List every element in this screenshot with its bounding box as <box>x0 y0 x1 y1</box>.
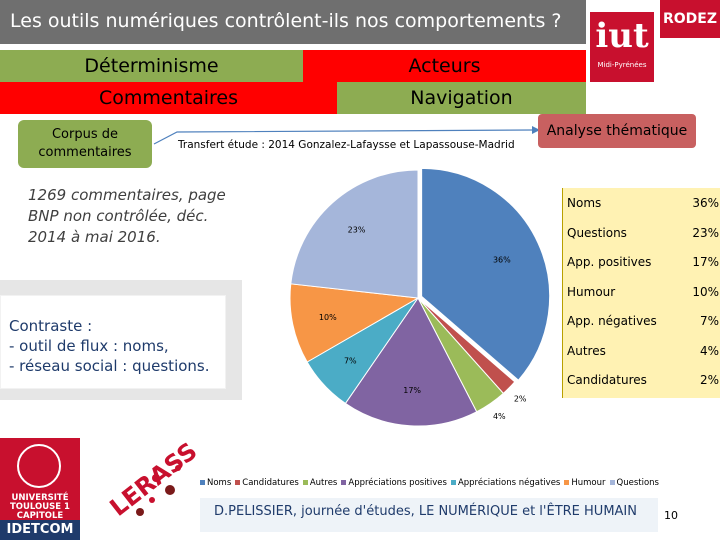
analyse-box: Analyse thématique <box>538 114 696 148</box>
legend-label: Noms <box>207 478 232 488</box>
iut-logo: iut Midi-Pyrénées <box>590 12 654 82</box>
contraste-line-1: - outil de flux : noms, <box>9 337 169 355</box>
contraste-title: Contraste : <box>9 317 93 335</box>
table-row: Autres 4% <box>563 336 720 365</box>
idetcom-logo: IDETCOM <box>0 520 80 540</box>
pie-slice-label-6: 23% <box>348 225 366 234</box>
table-row: App. négatives 7% <box>563 306 720 335</box>
table-row: Questions 23% <box>563 218 720 247</box>
title-bar <box>0 0 586 44</box>
legend-item: Questions <box>609 478 659 488</box>
transfert-label: Transfert étude : 2014 Gonzalez-Lafaysse… <box>178 139 515 151</box>
table-row-value: 23% <box>692 225 719 240</box>
iut-logo-subtitle: Midi-Pyrénées <box>597 61 647 69</box>
legend-label: Appréciations positives <box>348 478 447 488</box>
logo-corner: RODEZ <box>660 0 720 38</box>
table-row-value: 10% <box>692 284 719 299</box>
data-table: Noms 36% Questions 23% App. positives 17% Humo… <box>562 188 720 398</box>
table-row-label: App. négatives <box>567 314 657 328</box>
lerass-logo-text: LERASS <box>105 438 196 522</box>
table-row-value: 36% <box>692 196 719 210</box>
legend-label: Questions <box>616 478 659 488</box>
table-row-value: 7% <box>699 314 719 328</box>
legend-item: Humour <box>564 478 606 488</box>
table-row: App. positives 17% <box>563 247 720 276</box>
table-row-label: App. positives <box>567 255 652 269</box>
table-row-label: Humour <box>567 284 616 299</box>
legend-item: Autres <box>302 478 338 488</box>
chart-legend: Noms Candidatures Autres Appréciations posi… <box>200 478 659 488</box>
pie-slice-label-2: 4% <box>493 412 506 421</box>
legend-item: Appréciations positives <box>341 478 447 488</box>
table-row-label: Candidatures <box>567 373 647 387</box>
footer-bar <box>200 498 658 532</box>
legend-swatch <box>609 480 615 485</box>
tab-commentaires: Commentaires <box>0 82 337 114</box>
legend-swatch <box>200 480 205 485</box>
contraste-note: Contraste : - outil de flux : noms, - ré… <box>0 295 226 389</box>
legend-swatch <box>564 480 570 485</box>
corpus-box: Corpus de commentaires <box>18 120 152 168</box>
tab-acteurs: Acteurs <box>303 50 586 82</box>
legend-item: Appréciations négatives <box>450 478 561 488</box>
pie-slice-label-0: 36% <box>493 256 511 265</box>
table-row: Candidatures 2% <box>563 365 720 394</box>
table-row-label: Noms <box>567 196 602 210</box>
pie-slice-5 <box>290 283 420 363</box>
pie-slice-label-5: 10% <box>319 313 337 322</box>
table-row-label: Questions <box>567 225 627 240</box>
legend-item: Noms <box>200 478 231 488</box>
legend-label: Humour <box>571 478 606 488</box>
table-row-value: 2% <box>699 373 719 387</box>
table-row-value: 17% <box>692 255 719 269</box>
page-number: 10 <box>664 509 678 522</box>
pie-slice-label-4: 7% <box>344 357 357 366</box>
legend-item: Candidatures <box>235 478 299 488</box>
legend-label: Appréciations négatives <box>457 478 561 488</box>
pie-slice-label-1: 2% <box>514 395 527 404</box>
flow-arrow <box>153 126 540 145</box>
tab-determinisme: Déterminisme <box>0 50 303 82</box>
legend-swatch <box>235 480 241 485</box>
tab-navigation: Navigation <box>337 82 586 114</box>
slide-title: Les outils numériques contrôlent-ils nos… <box>10 10 562 32</box>
footer-credit: D.PELISSIER, journée d'études, LE NUMÉRI… <box>214 504 637 519</box>
iut-logo-brand: iut <box>595 16 649 56</box>
legend-swatch <box>450 480 456 485</box>
pie-slice-0 <box>421 167 551 381</box>
legend-swatch <box>302 480 308 485</box>
pie-chart: 36% 2% 4% 17% 7% 10% 23% <box>290 167 551 427</box>
pie-slice-3 <box>344 297 478 427</box>
university-seal-icon <box>17 444 61 488</box>
table-row-label: Autres <box>567 343 606 358</box>
legend-swatch <box>341 480 347 485</box>
legend-label: Candidatures <box>242 478 299 488</box>
table-row: Noms 36% <box>563 188 720 217</box>
lerass-logo: LERASS <box>105 438 196 522</box>
table-row-value: 4% <box>699 343 719 358</box>
legend-label: Autres <box>309 478 338 488</box>
pie-slice-label-3: 17% <box>403 386 421 395</box>
contraste-line-2: - réseau social : questions. <box>9 357 210 375</box>
university-name: UNIVERSITÉ TOULOUSE 1 CAPITOLE <box>10 493 70 521</box>
table-row: Humour 10% <box>563 277 720 306</box>
pie-slice-6 <box>290 169 419 299</box>
commentaires-note: 1269 commentaires, page BNP non contrôlé… <box>28 185 233 275</box>
